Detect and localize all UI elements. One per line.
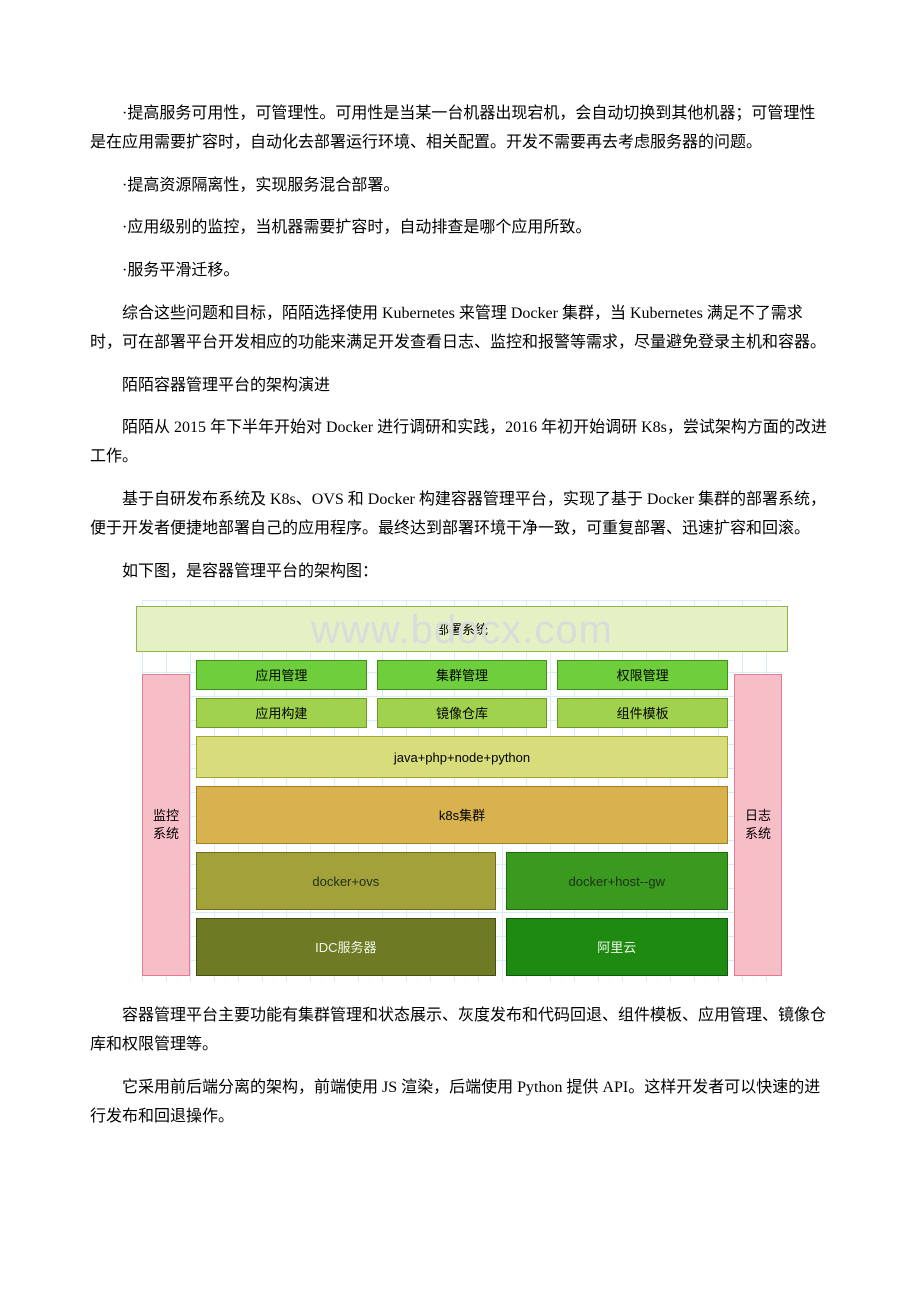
para-frontend-backend: 它采用前后端分离的架构，前端使用 JS 渲染，后端使用 Python 提供 AP… — [90, 1074, 830, 1132]
para-migration: ·服务平滑迁移。 — [90, 257, 830, 286]
block-infra-0: IDC服务器 — [196, 918, 496, 976]
center-stack: 部署系统应用管理集群管理权限管理应用构建镜像仓库组件模板java+php+nod… — [196, 606, 728, 976]
architecture-diagram: www.bdocx.com 监控系统部署系统应用管理集群管理权限管理应用构建镜像… — [142, 600, 782, 982]
block-docker-0: docker+ovs — [196, 852, 496, 910]
block-build-0: 应用构建 — [196, 698, 367, 728]
block-infra-1: 阿里云 — [506, 918, 728, 976]
block-deploy-system: 部署系统 — [136, 606, 788, 652]
row-infra: IDC服务器阿里云 — [196, 918, 728, 976]
block-docker-1: docker+host--gw — [506, 852, 728, 910]
para-diagram-intro: 如下图，是容器管理平台的架构图： — [90, 558, 830, 587]
block-build-2: 组件模板 — [557, 698, 728, 728]
para-heading-evolution: 陌陌容器管理平台的架构演进 — [90, 372, 830, 401]
para-availability: ·提高服务可用性，可管理性。可用性是当某一台机器出现宕机，会自动切换到其他机器；… — [90, 100, 830, 158]
para-isolation: ·提高资源隔离性，实现服务混合部署。 — [90, 172, 830, 201]
block-language: java+php+node+python — [196, 736, 728, 778]
para-features: 容器管理平台主要功能有集群管理和状态展示、灰度发布和代码回退、组件模板、应用管理… — [90, 1002, 830, 1060]
row-mgmt: 应用管理集群管理权限管理 — [196, 660, 728, 690]
para-timeline: 陌陌从 2015 年下半年开始对 Docker 进行调研和实践，2016 年初开… — [90, 414, 830, 472]
block-mgmt-0: 应用管理 — [196, 660, 367, 690]
block-mgmt-1: 集群管理 — [377, 660, 548, 690]
row-docker: docker+ovsdocker+host--gw — [196, 852, 728, 910]
block-build-1: 镜像仓库 — [377, 698, 548, 728]
block-mgmt-2: 权限管理 — [557, 660, 728, 690]
para-monitoring: ·应用级别的监控，当机器需要扩容时，自动排查是哪个应用所致。 — [90, 214, 830, 243]
para-build: 基于自研发布系统及 K8s、OVS 和 Docker 构建容器管理平台，实现了基… — [90, 486, 830, 544]
row-build: 应用构建镜像仓库组件模板 — [196, 698, 728, 728]
side-monitoring: 监控系统 — [142, 674, 190, 976]
block-k8s: k8s集群 — [196, 786, 728, 844]
side-logging: 日志系统 — [734, 674, 782, 976]
para-kubernetes-choice: 综合这些问题和目标，陌陌选择使用 Kubernetes 来管理 Docker 集… — [90, 300, 830, 358]
